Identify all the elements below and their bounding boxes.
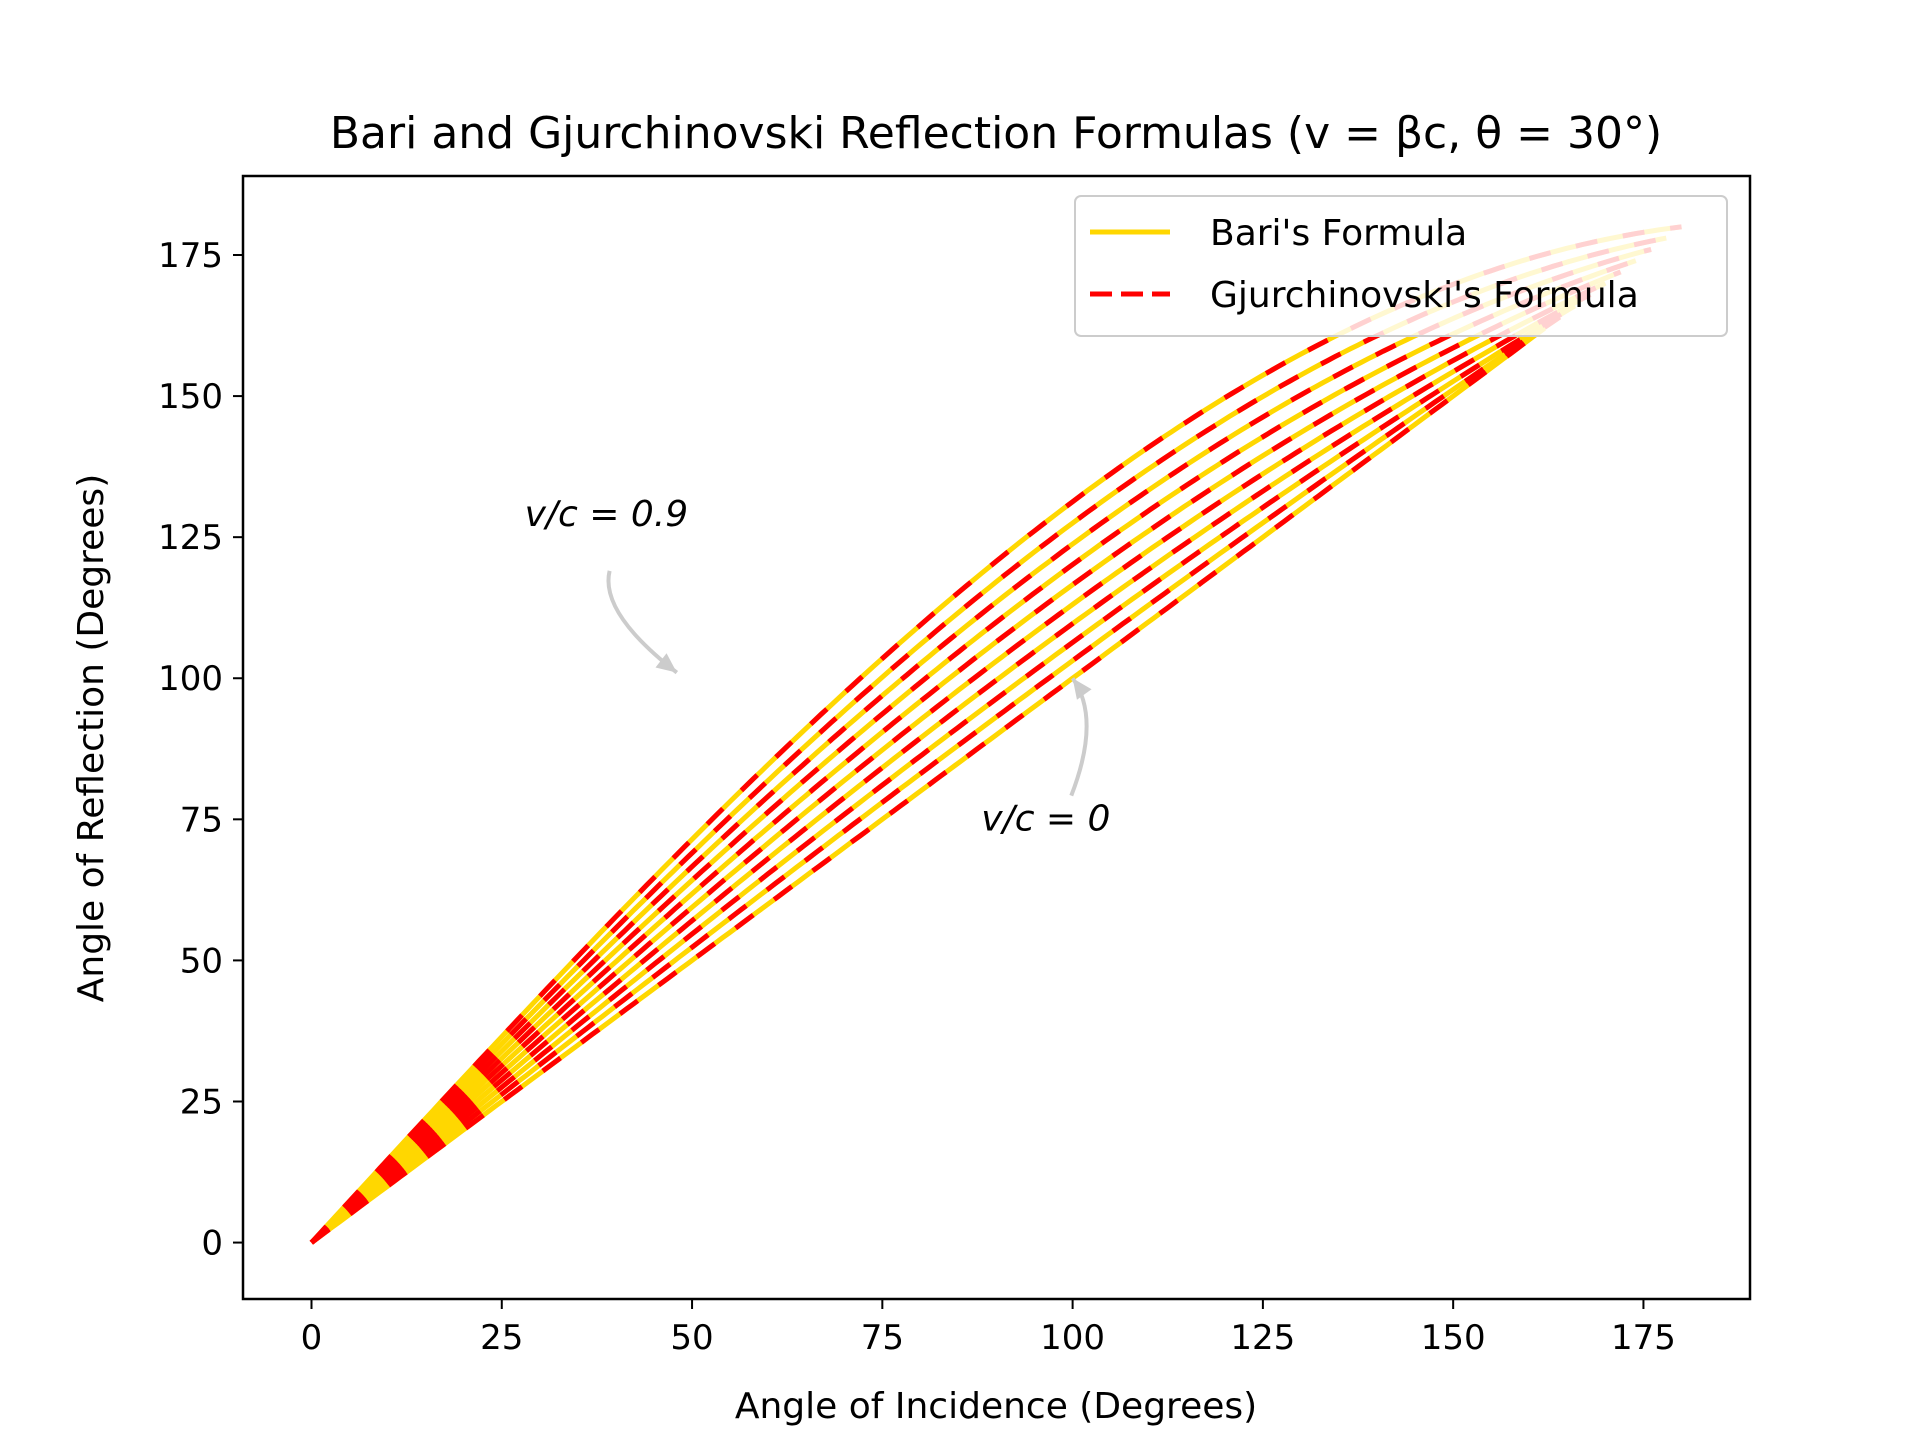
annotation-label: v/c = 0.9 <box>525 494 689 535</box>
y-tick-label: 175 <box>158 236 223 276</box>
y-axis-label: Angle of Reflection (Degrees) <box>71 474 112 1002</box>
legend: Bari's Formula Gjurchinovski's Formula <box>1074 195 1728 337</box>
x-tick-label: 125 <box>1230 1318 1295 1358</box>
x-tick-label: 75 <box>861 1318 904 1358</box>
annotation-arrowhead <box>655 653 677 673</box>
x-axis: 0 25 50 75 100 125 150 175 <box>301 1299 1676 1358</box>
y-tick-label: 150 <box>158 377 223 417</box>
x-tick-label: 100 <box>1040 1318 1105 1358</box>
y-tick-label: 75 <box>180 800 223 840</box>
x-axis-label: Angle of Incidence (Degrees) <box>735 1386 1257 1427</box>
plot-frame <box>241 174 1752 1301</box>
x-tick-label: 25 <box>480 1318 523 1358</box>
legend-box <box>1074 195 1728 337</box>
y-tick-label: 100 <box>158 659 223 699</box>
x-tick-label: 0 <box>301 1318 323 1358</box>
y-tick-label: 25 <box>180 1082 223 1122</box>
gjurchinovski-curve <box>309 315 1562 1245</box>
annotation-arrow <box>606 570 679 675</box>
annotation-label: v/c = 0 <box>981 799 1110 840</box>
gjurchinovski-curve <box>309 292 1592 1245</box>
gjurchinovski-curve <box>309 269 1622 1245</box>
x-tick-label: 175 <box>1611 1318 1676 1358</box>
gjurchinovski-curve <box>309 280 1607 1245</box>
x-tick-label: 50 <box>670 1318 713 1358</box>
gjurchinovski-curve <box>310 326 1546 1245</box>
legend-label-gjurchinovski: Gjurchinovski's Formula <box>1210 275 1639 316</box>
y-tick-label: 0 <box>201 1224 223 1264</box>
legend-label-bari: Bari's Formula <box>1210 213 1467 254</box>
x-tick-label: 150 <box>1421 1318 1486 1358</box>
gjurchinovski-curve <box>309 258 1637 1245</box>
bari-curve <box>309 303 1577 1245</box>
annotation-arrowhead <box>1072 678 1092 700</box>
curves <box>309 224 1682 1245</box>
y-axis: 0 25 50 75 100 125 150 175 <box>158 236 243 1264</box>
chart-title: Bari and Gjurchinovski Reflection Formul… <box>330 108 1662 159</box>
y-tick-label: 50 <box>180 941 223 981</box>
annotations: v/c = 0.9 v/c = 0 <box>525 494 1111 840</box>
y-tick-label: 125 <box>158 518 223 558</box>
